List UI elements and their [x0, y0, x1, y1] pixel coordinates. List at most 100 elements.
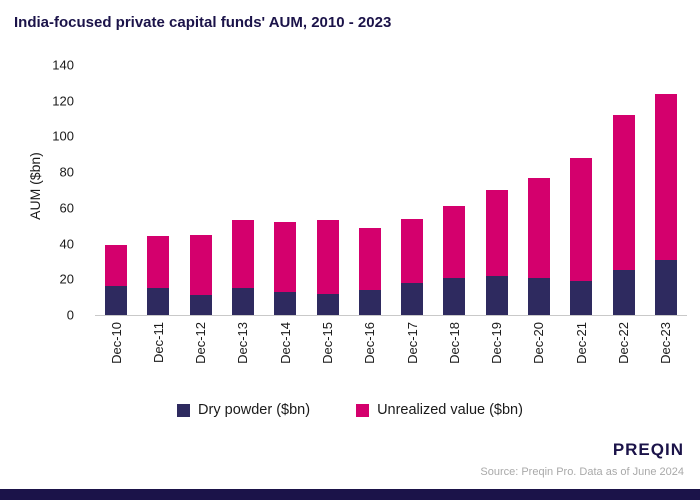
- bar-dec-16: [349, 65, 391, 315]
- bar-dec-13: [222, 65, 264, 315]
- bar-segment-unrealized-value: [570, 157, 593, 282]
- x-label-slot: Dec-22: [602, 318, 644, 394]
- bar-segment-dry-powder: [189, 295, 212, 315]
- y-axis-tick-label: 140: [52, 57, 74, 73]
- x-axis-label: Dec-11: [150, 322, 166, 363]
- x-axis-label: Dec-15: [320, 322, 336, 364]
- bar-stack: [316, 65, 339, 315]
- legend: Dry powder ($bn) Unrealized value ($bn): [0, 402, 700, 418]
- plot-area: [95, 65, 687, 316]
- bar-dec-11: [137, 65, 179, 315]
- bar-segment-dry-powder: [274, 291, 297, 315]
- bar-dec-12: [180, 65, 222, 315]
- y-axis-tick-label: 120: [52, 93, 74, 109]
- y-axis: 0 20 40 60 80 100 120 140: [36, 59, 84, 322]
- bar-stack: [105, 65, 128, 315]
- x-label-slot: Dec-16: [349, 318, 391, 394]
- x-axis-label: Dec-23: [658, 322, 674, 364]
- bar-stack: [570, 65, 593, 315]
- x-label-slot: Dec-12: [180, 318, 222, 394]
- source-note: Source: Preqin Pro. Data as of June 2024: [480, 466, 684, 478]
- legend-item-unrealized-value: Unrealized value ($bn): [356, 402, 523, 418]
- x-label-slot: Dec-21: [560, 318, 602, 394]
- bar-segment-dry-powder: [654, 259, 677, 315]
- bar-stack: [147, 65, 170, 315]
- x-axis-label: Dec-16: [362, 322, 378, 364]
- bar-stack: [612, 65, 635, 315]
- bar-segment-dry-powder: [443, 277, 466, 315]
- x-axis-label: Dec-22: [616, 322, 632, 364]
- y-axis-tick-label: 100: [52, 128, 74, 144]
- x-label-slot: Dec-17: [391, 318, 433, 394]
- x-axis-label: Dec-13: [235, 322, 251, 364]
- x-axis-label: Dec-21: [573, 322, 589, 364]
- bar-stack: [654, 65, 677, 315]
- bar-dec-15: [306, 65, 348, 315]
- bar-segment-unrealized-value: [443, 206, 466, 278]
- x-label-slot: Dec-15: [306, 318, 348, 394]
- legend-label: Dry powder ($bn): [198, 402, 311, 418]
- bar-dec-18: [433, 65, 475, 315]
- bar-segment-dry-powder: [527, 277, 550, 315]
- bar-segment-dry-powder: [358, 290, 381, 315]
- bar-segment-unrealized-value: [147, 236, 170, 289]
- x-label-slot: Dec-18: [433, 318, 475, 394]
- x-axis-label: Dec-18: [446, 322, 462, 364]
- x-label-slot: Dec-10: [95, 318, 137, 394]
- x-axis-label: Dec-17: [404, 322, 420, 364]
- bar-dec-14: [264, 65, 306, 315]
- bar-segment-dry-powder: [401, 282, 424, 315]
- bar-stack: [401, 65, 424, 315]
- y-axis-tick-label: 0: [66, 307, 74, 323]
- y-axis-tick-label: 40: [59, 236, 74, 252]
- x-label-slot: Dec-13: [222, 318, 264, 394]
- legend-item-dry-powder: Dry powder ($bn): [177, 402, 310, 418]
- bar-stack: [231, 65, 254, 315]
- bar-dec-19: [476, 65, 518, 315]
- bar-segment-dry-powder: [485, 275, 508, 315]
- bar-stack: [358, 65, 381, 315]
- x-axis: Dec-10 Dec-11 Dec-12 Dec-13 Dec-14 Dec-15 Dec-…: [95, 318, 687, 394]
- y-axis-tick-label: 20: [59, 271, 74, 287]
- bar-segment-dry-powder: [316, 293, 339, 315]
- x-axis-label: Dec-20: [531, 322, 547, 364]
- bar-segment-unrealized-value: [612, 115, 635, 271]
- bar-stack: [274, 65, 297, 315]
- bar-dec-22: [602, 65, 644, 315]
- x-axis-label: Dec-19: [489, 322, 505, 364]
- bar-segment-unrealized-value: [527, 177, 550, 278]
- bar-segment-dry-powder: [612, 270, 635, 315]
- footer-bar: [0, 489, 700, 500]
- bar-segment-unrealized-value: [274, 222, 297, 292]
- bar-segment-dry-powder: [147, 288, 170, 315]
- bar-segment-unrealized-value: [358, 227, 381, 290]
- bar-stack: [189, 65, 212, 315]
- bar-dec-20: [518, 65, 560, 315]
- x-label-slot: Dec-20: [518, 318, 560, 394]
- bar-segment-unrealized-value: [485, 190, 508, 276]
- x-axis-label: Dec-10: [108, 322, 124, 364]
- legend-swatch: [177, 403, 191, 417]
- bar-segment-dry-powder: [570, 281, 593, 315]
- x-label-slot: Dec-19: [476, 318, 518, 394]
- legend-swatch: [356, 403, 370, 417]
- bar-segment-dry-powder: [105, 286, 128, 315]
- legend-label: Unrealized value ($bn): [377, 402, 523, 418]
- bar-segment-dry-powder: [231, 288, 254, 315]
- bar-stack: [443, 65, 466, 315]
- bar-stack: [485, 65, 508, 315]
- bar-segment-unrealized-value: [401, 218, 424, 283]
- y-axis-tick-label: 80: [59, 164, 74, 180]
- bar-dec-17: [391, 65, 433, 315]
- bar-segment-unrealized-value: [316, 220, 339, 294]
- bar-stack: [527, 65, 550, 315]
- x-label-slot: Dec-23: [645, 318, 687, 394]
- bar-segment-unrealized-value: [105, 245, 128, 287]
- bar-dec-21: [560, 65, 602, 315]
- chart-title: India-focused private capital funds' AUM…: [14, 14, 392, 31]
- brand-logo: PREQIN: [612, 440, 684, 459]
- bar-segment-unrealized-value: [654, 93, 677, 260]
- x-axis-label: Dec-12: [193, 322, 209, 364]
- x-label-slot: Dec-11: [137, 318, 179, 394]
- bar-segment-unrealized-value: [231, 220, 254, 289]
